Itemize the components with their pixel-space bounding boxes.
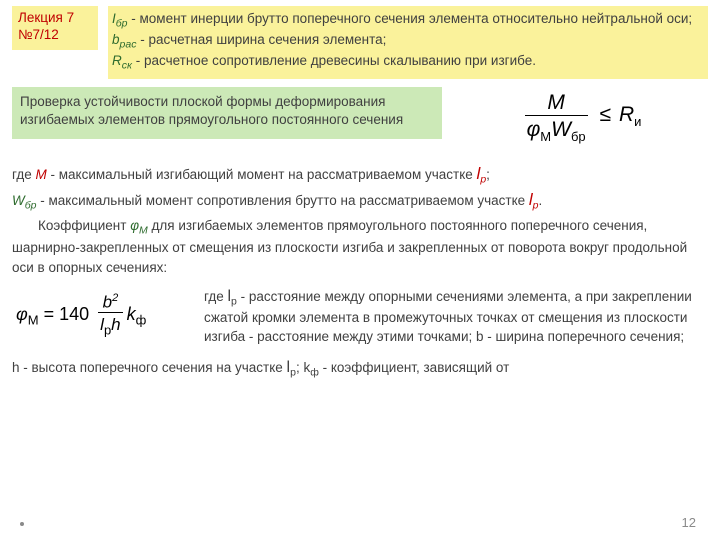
le-sign: ≤ [600, 103, 612, 126]
phi-formula: φM = 140 b2 lph kф [12, 286, 186, 338]
sym-b: b [112, 32, 120, 47]
phi-row: φM = 140 b2 lph kф где lр - расстояние м… [12, 286, 708, 347]
footer-bullet-icon [20, 522, 24, 526]
lecture-line1: Лекция 7 [18, 10, 92, 27]
phi-fraction: b2 lph [98, 292, 122, 338]
sym-R: R [112, 53, 122, 68]
lecture-badge: Лекция 7 №7/12 [12, 6, 98, 50]
fraction: M φMWбр [525, 91, 588, 144]
green-text: Проверка устойчивости плоской формы дефо… [20, 94, 403, 127]
def-line-2: bрас - расчетная ширина сечения элемента… [112, 31, 700, 52]
body-p3: Коэффициент φM для изгибаемых элементов … [12, 216, 708, 278]
green-row: Проверка устойчивости плоской формы дефо… [12, 87, 708, 144]
sym-b-sub: рас [120, 39, 137, 51]
R-part: Rи [619, 103, 641, 126]
phi-den: lph [98, 312, 122, 337]
sym-R-sub: ск [122, 59, 132, 71]
page-number: 12 [682, 515, 696, 530]
body-text: где М - максимальный изгибающий момент н… [12, 162, 708, 278]
green-heading: Проверка устойчивости плоской формы дефо… [12, 87, 442, 139]
stability-formula: M φMWбр ≤ Rи [454, 87, 708, 144]
frac-den: φMWбр [525, 115, 588, 144]
lecture-line2: №7/12 [18, 27, 92, 44]
slide: Лекция 7 №7/12 Iбр - момент инерции брут… [0, 0, 720, 540]
bottom-line: h - высота поперечного сечения на участк… [12, 357, 708, 380]
def-line-3: Rск - расчетное сопротивление древесины … [112, 52, 700, 73]
def1-rest: - момент инерции брутто поперечного сече… [128, 11, 693, 26]
frac-num: M [525, 91, 588, 115]
sym-I-sub: бр [116, 18, 128, 30]
top-row: Лекция 7 №7/12 Iбр - момент инерции брут… [12, 6, 708, 79]
def-line-1: Iбр - момент инерции брутто поперечного … [112, 10, 700, 31]
phi-explain: где lр - расстояние между опорными сечен… [204, 286, 708, 347]
definitions-box: Iбр - момент инерции брутто поперечного … [108, 6, 708, 79]
def2-rest: - расчетная ширина сечения элемента; [136, 32, 386, 47]
body-p2: Wбр - максимальный момент сопротивления … [12, 188, 708, 214]
phi-num: b2 [98, 292, 122, 313]
body-p1: где М - максимальный изгибающий момент н… [12, 162, 708, 188]
def3-rest: - расчетное сопротивление древесины скал… [132, 53, 536, 68]
